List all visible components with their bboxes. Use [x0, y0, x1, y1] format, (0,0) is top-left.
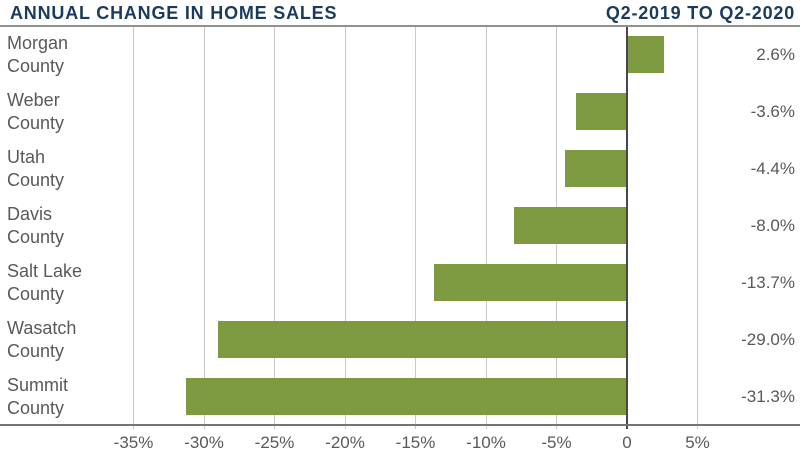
value-label: -3.6%	[750, 101, 795, 121]
x-tick-label: -35%	[113, 433, 154, 452]
gridline	[415, 26, 416, 429]
bar-1	[627, 36, 664, 73]
x-tick-label: -5%	[541, 433, 572, 452]
gridline	[133, 26, 134, 429]
category-label: Summit County	[7, 374, 69, 418]
value-label: -4.4%	[750, 158, 795, 178]
value-label: 2.6%	[756, 44, 795, 64]
x-tick-label: -20%	[325, 433, 365, 452]
category-label: Weber County	[7, 89, 65, 133]
zero-axis-line	[626, 26, 628, 429]
bar-5	[433, 264, 627, 301]
gridline	[203, 26, 205, 429]
x-tick-label: 5%	[685, 433, 710, 452]
chart-header: ANNUAL CHANGE IN HOME SALES Q2-2019 TO Q…	[0, 0, 800, 26]
bar-4	[514, 207, 627, 244]
value-label: -13.7%	[741, 272, 795, 292]
x-tick-label: -25%	[254, 433, 295, 452]
gridline	[697, 26, 698, 429]
bar-6	[218, 321, 627, 358]
category-label: Wasatch County	[7, 317, 77, 361]
gridline	[344, 26, 346, 429]
chart-period-label: Q2-2019 TO Q2-2020	[605, 2, 795, 23]
x-tick-label: -10%	[466, 433, 506, 452]
chart-title: ANNUAL CHANGE IN HOME SALES	[10, 2, 338, 23]
x-tick-label: 0	[622, 433, 632, 452]
category-label: Davis County	[7, 203, 65, 247]
gridline	[274, 26, 275, 429]
category-label: Salt Lake County	[7, 260, 83, 304]
value-label: -31.3%	[741, 386, 795, 406]
value-label: -29.0%	[741, 329, 795, 349]
value-label: -8.0%	[750, 215, 795, 235]
plot-top-border	[0, 25, 800, 27]
x-tick-label: -15%	[395, 433, 436, 452]
bar-7	[185, 378, 627, 415]
category-label: Morgan County	[7, 32, 69, 76]
x-tick-label: -30%	[184, 433, 224, 452]
gridline	[485, 26, 487, 429]
bar-2	[576, 93, 627, 130]
bar-3	[564, 150, 627, 187]
category-label: Utah County	[7, 146, 65, 190]
x-axis-line	[0, 424, 800, 426]
